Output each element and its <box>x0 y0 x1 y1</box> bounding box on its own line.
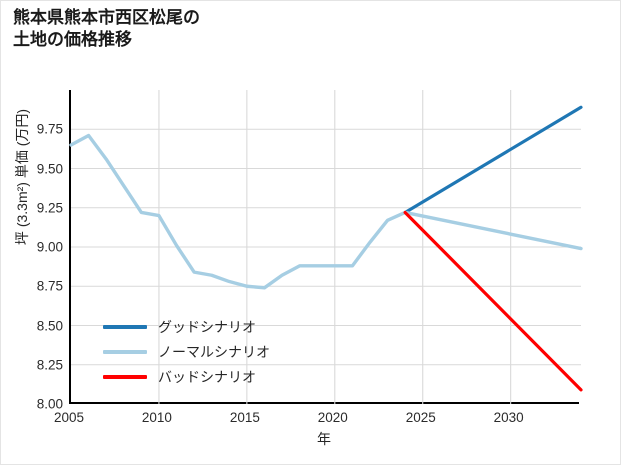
data-series <box>69 105 583 392</box>
legend-swatch-icon <box>103 374 147 379</box>
y-tick-label: 9.75 <box>36 121 63 137</box>
y-tick-label: 9.50 <box>36 161 63 176</box>
plot-area <box>69 90 583 404</box>
grid-lines <box>71 90 581 404</box>
x-tick-label: 2010 <box>141 410 172 425</box>
x-tick-label: 2015 <box>229 410 260 425</box>
legend-item[interactable]: ノーマルシナリオ <box>103 339 270 364</box>
y-tick-label: 9.25 <box>36 200 63 216</box>
legend-item[interactable]: グッドシナリオ <box>103 314 270 339</box>
x-tick-label: 2005 <box>53 410 85 425</box>
y-axis-ticks: 8.00 8.25 8.50 8.75 9.00 9.25 9.50 9.75 <box>1 90 63 412</box>
legend-swatch-icon <box>103 324 147 329</box>
y-tick-label: 8.00 <box>36 396 63 412</box>
legend-label: グッドシナリオ <box>158 318 256 335</box>
x-axis-ticks: 2005 2010 2015 2020 2025 2030 <box>54 410 579 434</box>
x-tick-label: 2025 <box>405 410 436 425</box>
y-tick-label: 8.25 <box>36 357 63 373</box>
y-tick-label: 8.50 <box>36 318 63 333</box>
y-tick-label: 8.75 <box>36 278 63 294</box>
legend-label: ノーマルシナリオ <box>158 343 270 360</box>
legend-item[interactable]: バッドシナリオ <box>103 364 270 389</box>
chart-legend: グッドシナリオ ノーマルシナリオ バッドシナリオ <box>97 310 276 393</box>
x-tick-label: 2020 <box>317 410 348 425</box>
chart-title: 熊本県熊本市西区松尾の 土地の価格推移 <box>13 8 200 50</box>
legend-label: バッドシナリオ <box>158 368 256 385</box>
x-axis-label: 年 <box>317 431 331 447</box>
y-tick-label: 9.00 <box>36 239 63 255</box>
x-tick-label: 2030 <box>493 410 524 425</box>
legend-swatch-icon <box>103 349 147 354</box>
